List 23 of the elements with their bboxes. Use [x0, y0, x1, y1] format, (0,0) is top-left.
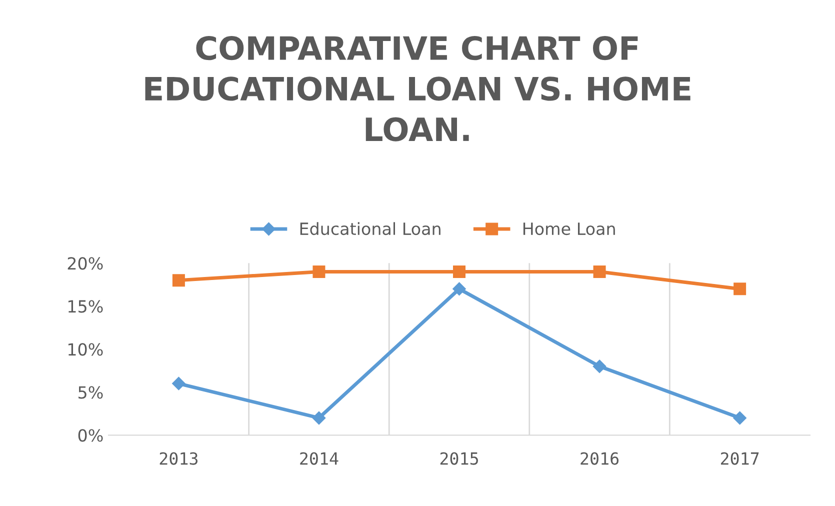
point [592, 360, 606, 373]
y-tick-label: 0% [78, 429, 103, 442]
x-tick-label: 2015 [440, 452, 478, 465]
chart-title: COMPARATIVE CHART OF EDUCATIONAL LOAN VS. HOME LOAN. [145, 36, 690, 142]
y-tick-label: 10% [68, 343, 103, 356]
point [172, 274, 185, 287]
point [593, 265, 606, 278]
y-tick-label: 5% [78, 386, 103, 399]
y-tick-label: 20% [68, 257, 103, 270]
x-tick-label: 2016 [580, 452, 619, 465]
point [312, 411, 326, 425]
point [734, 282, 746, 296]
point [312, 265, 326, 278]
x-tick-label: 2013 [160, 452, 198, 465]
legend-label: Home Loan [523, 222, 615, 236]
point [733, 411, 746, 425]
point [172, 376, 186, 390]
point [452, 282, 466, 296]
x-tick-label: 2014 [300, 452, 338, 465]
x-tick-label: 2017 [720, 452, 759, 465]
y-tick-label: 15% [68, 300, 103, 313]
legend-label: Educational Loan [300, 222, 440, 236]
point [453, 265, 466, 278]
